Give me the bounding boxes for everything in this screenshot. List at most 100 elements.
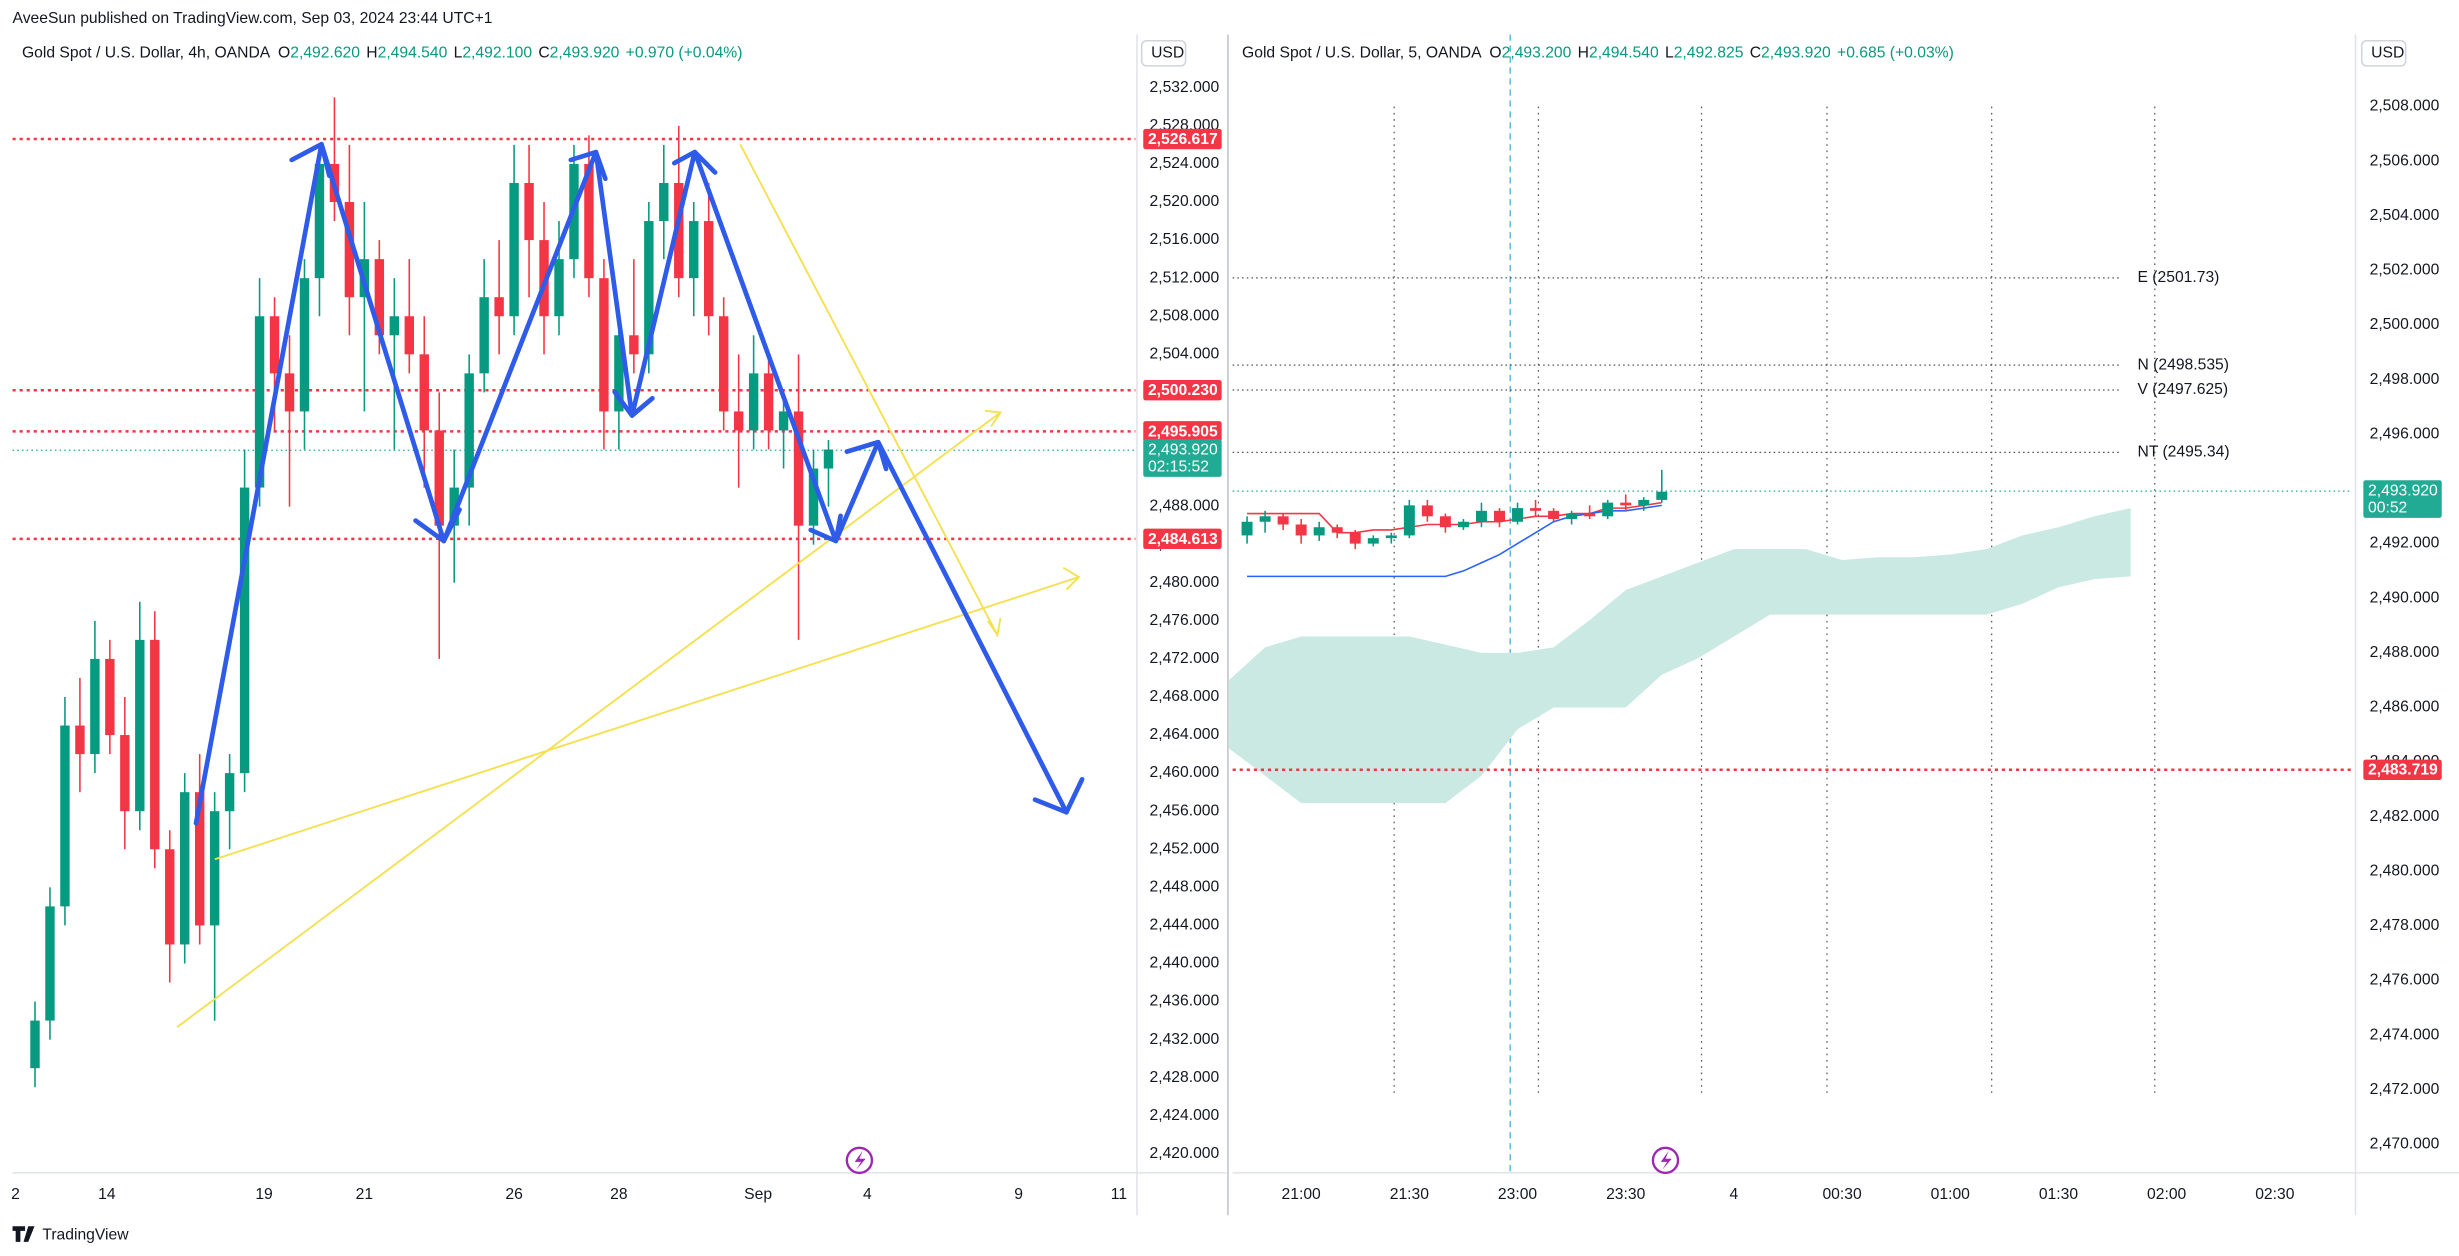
candle-body xyxy=(1494,510,1505,522)
x-tick-label: 21:30 xyxy=(1390,1186,1430,1203)
candle-body xyxy=(1277,516,1289,525)
y-tick-label: 2,470.000 xyxy=(2370,1136,2440,1153)
currency-box[interactable] xyxy=(1140,39,1187,67)
y-tick-label: 2,512.000 xyxy=(1150,269,1220,286)
current-price-label: 2,493.920 xyxy=(2368,482,2438,499)
y-tick-label: 2,504.000 xyxy=(2370,207,2440,224)
candle-body xyxy=(165,849,175,945)
annotation-label: NT (2495.34) xyxy=(2138,444,2230,461)
y-tick-label: 2,468.000 xyxy=(1150,688,1220,705)
candle-body xyxy=(1259,516,1271,522)
level-label: 2,483.719 xyxy=(2368,762,2438,779)
candle-body xyxy=(254,316,265,488)
y-tick-label: 2,448.000 xyxy=(1150,878,1220,895)
y-tick-label: 2,456.000 xyxy=(1150,802,1220,819)
brand-logo xyxy=(12,1226,35,1242)
level-label: 2,484.613 xyxy=(1148,531,1218,548)
event-icon[interactable] xyxy=(1651,1146,1680,1175)
candle-body xyxy=(1367,538,1379,544)
ohlc-value: 2,493.920 xyxy=(1761,44,1831,61)
candle-body xyxy=(135,639,145,812)
y-tick-label: 2,532.000 xyxy=(1150,79,1220,96)
candle-body xyxy=(1566,513,1578,520)
trend-line xyxy=(214,576,1080,861)
symbol: Gold Spot / U.S. Dollar, 5, OANDA xyxy=(1242,44,1482,61)
candle-body xyxy=(1530,508,1542,511)
candle-body xyxy=(75,725,85,755)
candle-body xyxy=(1620,502,1632,506)
candle-body xyxy=(314,163,325,279)
candle-body xyxy=(449,487,459,526)
y-tick-label: 2,480.000 xyxy=(2370,863,2440,880)
candle-body xyxy=(644,221,654,355)
event-icon[interactable] xyxy=(845,1146,874,1175)
y-tick-label: 2,520.000 xyxy=(1150,193,1220,210)
ohlc-key: L xyxy=(1665,44,1674,61)
candle-body xyxy=(1439,516,1451,528)
blue-drawings xyxy=(193,141,1085,826)
x-tick-label: Sep xyxy=(744,1186,772,1203)
level-label: 2,526.617 xyxy=(1148,131,1218,148)
x-tick-label: 21:00 xyxy=(1282,1186,1322,1203)
currency-box[interactable] xyxy=(2360,39,2407,67)
ohlc-value: 2,493.920 xyxy=(550,44,620,61)
x-tick-label: 00:30 xyxy=(1822,1186,1862,1203)
candle-body xyxy=(239,487,250,774)
candle-body xyxy=(1475,510,1487,522)
level-box xyxy=(2363,759,2442,780)
candle-body xyxy=(1656,491,1668,500)
icon-bolt[interactable] xyxy=(854,1150,866,1170)
candle-body xyxy=(299,278,310,412)
y-tick-label: 2,502.000 xyxy=(2370,262,2440,279)
candle-body xyxy=(763,373,774,431)
annotation-label: V (2497.625) xyxy=(2138,381,2229,398)
ohlc-value: 2,494.540 xyxy=(1589,44,1659,61)
candle-body xyxy=(284,373,295,412)
y-tick-label: 2,464.000 xyxy=(1150,726,1220,743)
candle-body xyxy=(793,411,804,526)
ohlc-key: H xyxy=(1578,44,1589,61)
icon-bolt[interactable] xyxy=(1660,1150,1672,1170)
candle-body xyxy=(1403,505,1415,536)
y-tick-label: 2,478.000 xyxy=(2370,917,2440,934)
y-tick-label: 2,460.000 xyxy=(1150,764,1220,781)
current-price-box xyxy=(2363,480,2442,518)
x-tick-label: 19 xyxy=(255,1186,272,1203)
candle-body xyxy=(629,335,639,355)
x-tick-label: 11 xyxy=(1111,1186,1127,1203)
level-box xyxy=(1143,380,1222,401)
candle-body xyxy=(1331,527,1343,533)
y-tick-label: 2,428.000 xyxy=(1150,1069,1220,1086)
y-tick-label: 2,472.000 xyxy=(1150,650,1220,667)
y-tick-label: 2,500.000 xyxy=(2370,316,2440,333)
ohlc-value: 2,492.825 xyxy=(1674,44,1744,61)
candle-body xyxy=(60,725,70,907)
y-tick-label: 2,524.000 xyxy=(1150,155,1220,172)
y-tick-label: 2,452.000 xyxy=(1150,840,1220,857)
chart-header: Gold Spot / U.S. Dollar, 5, OANDA O2,493.… xyxy=(1242,44,1954,61)
y-tick-label: 2,420.000 xyxy=(1150,1145,1220,1162)
x-tick-label: 02:30 xyxy=(2255,1186,2295,1203)
indicator-line xyxy=(1247,504,1662,578)
y-tick-label: 2,436.000 xyxy=(1150,993,1220,1010)
x-tick-label: 01:00 xyxy=(1931,1186,1971,1203)
y-tick-label: 2,480.000 xyxy=(1150,574,1220,591)
candle-body xyxy=(374,259,385,336)
candle-body xyxy=(45,906,55,1021)
candle-body xyxy=(90,658,100,755)
level-label: 2,495.905 xyxy=(1148,423,1218,440)
ohlc-key: C xyxy=(538,44,549,61)
y-tick-label: 2,488.000 xyxy=(2370,644,2440,661)
candle-body xyxy=(509,182,519,317)
arrow-head xyxy=(612,389,655,418)
trend-line xyxy=(739,143,999,636)
y-tick-label: 2,516.000 xyxy=(1150,231,1220,248)
arrow-head xyxy=(568,149,608,182)
ohlc-key: L xyxy=(454,44,463,61)
candle-body xyxy=(524,182,534,241)
candle-body xyxy=(808,468,819,526)
y-tick-label: 2,474.000 xyxy=(2370,1026,2440,1043)
level-box xyxy=(1143,128,1222,150)
candle-body xyxy=(1584,513,1596,517)
